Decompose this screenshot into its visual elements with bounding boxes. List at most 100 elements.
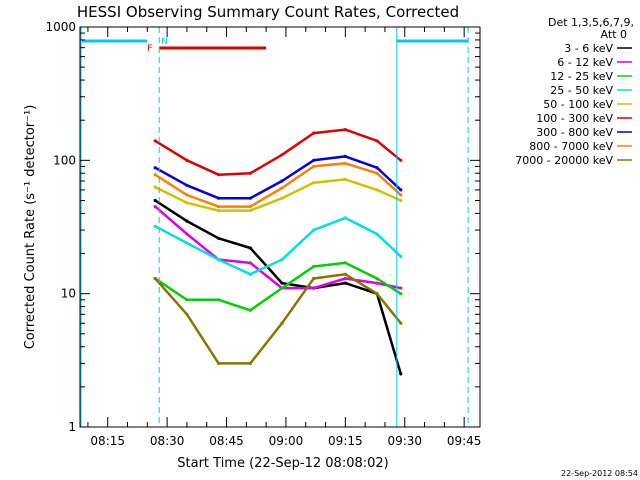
series-point-4-0 xyxy=(153,185,157,189)
series-point-4-3 xyxy=(248,209,252,213)
series-point-0-8 xyxy=(399,372,403,376)
series-point-3-6 xyxy=(343,216,347,220)
x-tick-label: 09:15 xyxy=(328,434,363,448)
series-point-6-2 xyxy=(217,196,221,200)
chart-title: HESSI Observing Summary Count Rates, Cor… xyxy=(77,3,459,21)
series-point-5-7 xyxy=(375,139,379,143)
x-axis: 08:15 08:30 08:45 09:00 09:15 09:30 09:45 xyxy=(87,27,482,448)
series-point-8-7 xyxy=(375,292,379,296)
series-point-2-4 xyxy=(280,286,284,290)
series-point-8-2 xyxy=(217,361,221,365)
series-point-6-6 xyxy=(343,154,347,158)
legend-label-5: 100 - 300 keV xyxy=(536,112,613,125)
y-axis-label: Corrected Count Rate (s⁻¹ detector⁻¹) xyxy=(23,105,38,350)
series-point-1-5 xyxy=(312,286,316,290)
series-point-6-8 xyxy=(399,188,403,192)
series-point-0-0 xyxy=(153,198,157,203)
series-point-3-3 xyxy=(248,272,252,276)
series-point-3-2 xyxy=(217,258,221,262)
series-point-6-0 xyxy=(153,166,157,170)
series-point-7-2 xyxy=(217,205,221,209)
y-axis: 1 10 100 1000 xyxy=(45,20,480,434)
series-point-0-4 xyxy=(280,281,284,285)
series-point-7-5 xyxy=(312,164,316,168)
plot-frame xyxy=(79,26,481,428)
series-point-2-1 xyxy=(185,298,189,302)
flag-label-n: N xyxy=(161,37,168,47)
series-point-3-7 xyxy=(375,232,379,236)
series-point-0-1 xyxy=(185,219,189,223)
x-tick-label: 08:30 xyxy=(150,434,185,448)
series-point-6-7 xyxy=(375,166,379,170)
x-tick-label: 09:30 xyxy=(387,434,422,448)
series-point-1-1 xyxy=(185,232,189,236)
y-tick-label: 100 xyxy=(53,153,76,167)
legend-label-8: 7000 - 20000 keV xyxy=(515,154,613,167)
series-point-8-6 xyxy=(343,272,347,276)
series-point-2-8 xyxy=(399,292,403,296)
series-point-5-8 xyxy=(399,158,403,162)
series-point-0-6 xyxy=(343,281,347,285)
series-point-3-0 xyxy=(153,224,157,228)
series-point-2-5 xyxy=(312,264,316,269)
series-point-3-4 xyxy=(280,258,284,262)
series-point-4-4 xyxy=(280,196,284,200)
legend-header-1: Det 1,3,5,6,7,9, xyxy=(548,16,634,29)
series-point-3-8 xyxy=(399,254,403,259)
series-point-4-2 xyxy=(217,209,221,213)
series-point-8-3 xyxy=(248,361,252,365)
series-point-6-5 xyxy=(312,158,316,162)
series-point-1-8 xyxy=(399,286,403,290)
series-point-5-3 xyxy=(248,171,252,175)
x-axis-label: Start Time (22-Sep-12 08:08:02) xyxy=(177,456,388,471)
series-point-7-4 xyxy=(280,186,284,190)
x-tick-label: 09:45 xyxy=(447,434,482,448)
series-point-7-1 xyxy=(185,193,189,197)
series-point-2-2 xyxy=(217,298,221,302)
series-point-3-1 xyxy=(185,241,189,245)
legend-label-6: 300 - 800 keV xyxy=(536,126,613,139)
flag-layer: NF xyxy=(80,27,469,427)
series-point-1-6 xyxy=(343,276,347,281)
series-point-8-1 xyxy=(185,312,189,316)
y-tick-label: 10 xyxy=(61,287,76,301)
legend-label-4: 50 - 100 keV xyxy=(543,98,613,111)
series-point-6-4 xyxy=(280,179,284,183)
series-point-0-2 xyxy=(217,236,221,240)
series-point-0-3 xyxy=(248,246,252,250)
series-point-3-5 xyxy=(312,228,316,232)
series-point-5-6 xyxy=(343,128,347,132)
series-point-5-2 xyxy=(217,173,221,177)
series-point-2-6 xyxy=(343,261,347,265)
x-tick-label: 08:15 xyxy=(90,434,125,448)
series-point-4-6 xyxy=(343,177,347,181)
series-point-1-3 xyxy=(248,261,252,265)
series-layer xyxy=(153,128,403,376)
series-point-7-7 xyxy=(375,171,379,175)
series-point-1-0 xyxy=(153,205,157,209)
legend-label-2: 12 - 25 keV xyxy=(550,70,613,83)
legend-header-2: Att 0 xyxy=(601,28,627,41)
legend-label-7: 800 - 7000 keV xyxy=(529,140,613,153)
series-point-5-0 xyxy=(153,139,157,143)
legend-label-3: 25 - 50 keV xyxy=(550,84,613,97)
plot-area: NF xyxy=(80,27,469,427)
series-point-5-4 xyxy=(280,153,284,157)
series-point-7-8 xyxy=(399,193,403,197)
flag-label-f: F xyxy=(147,44,152,54)
series-point-5-1 xyxy=(185,158,189,162)
series-point-2-7 xyxy=(375,276,379,281)
series-point-8-8 xyxy=(399,321,403,325)
series-point-6-1 xyxy=(185,183,189,187)
series-point-7-6 xyxy=(343,161,347,165)
x-tick-label: 08:45 xyxy=(209,434,244,448)
series-point-4-7 xyxy=(375,188,379,192)
series-point-2-3 xyxy=(248,308,252,312)
series-point-8-5 xyxy=(312,276,316,281)
legend-label-0: 3 - 6 keV xyxy=(564,42,613,55)
series-point-4-1 xyxy=(185,201,189,205)
y-tick-label: 1000 xyxy=(45,20,76,34)
